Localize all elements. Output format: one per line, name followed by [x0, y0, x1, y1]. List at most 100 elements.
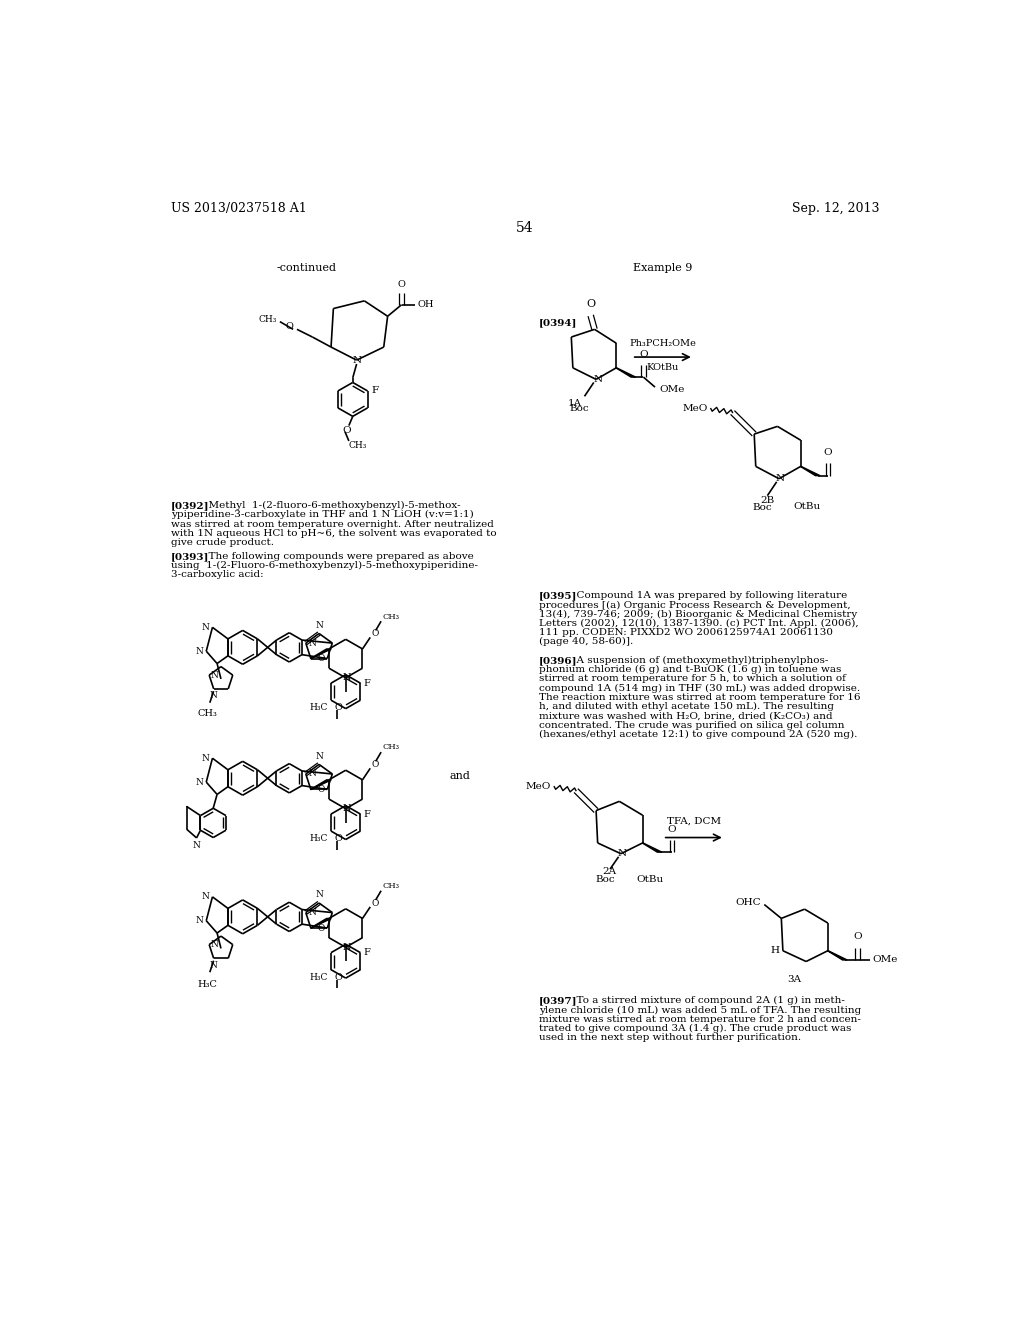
Text: Sep. 12, 2013: Sep. 12, 2013	[793, 202, 880, 215]
Text: procedures [(a) Organic Process Research & Development,: procedures [(a) Organic Process Research…	[539, 601, 850, 610]
Text: compound 1A (514 mg) in THF (30 mL) was added dropwise.: compound 1A (514 mg) in THF (30 mL) was …	[539, 684, 860, 693]
Text: CH₃: CH₃	[258, 315, 276, 323]
Text: ypiperidine-3-carboxylate in THF and 1 N LiOH (v:v=1:1): ypiperidine-3-carboxylate in THF and 1 N…	[171, 511, 473, 519]
Text: CH₃: CH₃	[383, 743, 399, 751]
Text: ylene chloride (10 mL) was added 5 mL of TFA. The resulting: ylene chloride (10 mL) was added 5 mL of…	[539, 1006, 861, 1015]
Text: O: O	[823, 449, 833, 457]
Text: N: N	[343, 804, 351, 813]
Text: Boc: Boc	[753, 503, 772, 512]
Text: N: N	[315, 751, 323, 760]
Text: N: N	[211, 671, 218, 680]
Text: O: O	[317, 655, 325, 663]
Text: N: N	[202, 754, 209, 763]
Text: give crude product.: give crude product.	[171, 539, 273, 546]
Text: [0395]: [0395]	[539, 591, 578, 601]
Text: N: N	[193, 841, 201, 850]
Text: O: O	[397, 280, 406, 289]
Polygon shape	[310, 780, 331, 789]
Text: N: N	[352, 355, 361, 364]
Text: KOtBu: KOtBu	[646, 363, 679, 372]
Text: [0396]: [0396]	[539, 656, 578, 665]
Text: N: N	[308, 639, 316, 648]
Text: OH: OH	[417, 300, 433, 309]
Text: phonium chloride (6 g) and t-BuOK (1.6 g) in toluene was: phonium chloride (6 g) and t-BuOK (1.6 g…	[539, 665, 841, 675]
Text: Boc: Boc	[569, 404, 589, 413]
Text: MeO: MeO	[525, 783, 551, 791]
Polygon shape	[642, 843, 662, 853]
Text: N: N	[202, 892, 209, 902]
Text: -continued: -continued	[276, 263, 336, 273]
Text: concentrated. The crude was purified on silica gel column: concentrated. The crude was purified on …	[539, 721, 844, 730]
Text: N: N	[308, 770, 316, 779]
Polygon shape	[615, 368, 636, 378]
Text: F: F	[372, 387, 379, 396]
Text: OHC: OHC	[735, 899, 761, 907]
Text: O: O	[342, 426, 351, 434]
Text: N: N	[211, 940, 218, 949]
Polygon shape	[827, 950, 847, 960]
Polygon shape	[801, 466, 820, 475]
Text: [0392]: [0392]	[171, 502, 209, 510]
Text: 3A: 3A	[787, 974, 802, 983]
Text: used in the next step without further purification.: used in the next step without further pu…	[539, 1034, 801, 1041]
Text: 2B: 2B	[760, 496, 774, 504]
Text: H₃C: H₃C	[309, 973, 328, 982]
Text: with 1N aqueous HCl to pH~6, the solvent was evaporated to: with 1N aqueous HCl to pH~6, the solvent…	[171, 529, 497, 537]
Text: US 2013/0237518 A1: US 2013/0237518 A1	[171, 202, 306, 215]
Text: A suspension of (methoxymethyl)triphenylphos-: A suspension of (methoxymethyl)triphenyl…	[569, 656, 828, 665]
Text: Letters (2002), 12(10), 1387-1390. (c) PCT Int. Appl. (2006),: Letters (2002), 12(10), 1387-1390. (c) P…	[539, 619, 858, 628]
Text: mixture was washed with H₂O, brine, dried (K₂CO₃) and: mixture was washed with H₂O, brine, drie…	[539, 711, 833, 721]
Text: N: N	[315, 890, 323, 899]
Text: O: O	[668, 825, 677, 834]
Text: [0393]: [0393]	[171, 552, 209, 561]
Text: using  1-(2-Fluoro-6-methoxybenzyl)-5-methoxypiperidine-: using 1-(2-Fluoro-6-methoxybenzyl)-5-met…	[171, 561, 477, 570]
Text: was stirred at room temperature overnight. After neutralized: was stirred at room temperature overnigh…	[171, 520, 494, 528]
Text: OtBu: OtBu	[636, 875, 664, 884]
Text: H₃C: H₃C	[309, 834, 328, 843]
Text: F: F	[364, 809, 371, 818]
Text: N: N	[308, 908, 316, 917]
Text: [0397]: [0397]	[539, 997, 578, 1005]
Text: 3-carboxylic acid:: 3-carboxylic acid:	[171, 570, 263, 579]
Text: (hexanes/ethyl acetate 12:1) to give compound 2A (520 mg).: (hexanes/ethyl acetate 12:1) to give com…	[539, 730, 857, 739]
Text: [0394]: [0394]	[539, 318, 578, 327]
Text: Ph₃PCH₂OMe: Ph₃PCH₂OMe	[630, 339, 696, 348]
Text: N: N	[196, 647, 203, 656]
Text: N: N	[343, 673, 351, 682]
Text: To a stirred mixture of compound 2A (1 g) in meth-: To a stirred mixture of compound 2A (1 g…	[569, 997, 845, 1006]
Text: H₃C: H₃C	[309, 704, 328, 713]
Text: Boc: Boc	[596, 875, 615, 884]
Text: (page 40, 58-60)].: (page 40, 58-60)].	[539, 638, 633, 647]
Text: H₃C: H₃C	[198, 979, 217, 989]
Text: CH₃: CH₃	[198, 709, 217, 718]
Text: N: N	[202, 623, 209, 632]
Text: N: N	[776, 474, 785, 483]
Text: OtBu: OtBu	[793, 502, 820, 511]
Polygon shape	[310, 919, 331, 928]
Text: Methyl  1-(2-fluoro-6-methoxybenzyl)-5-methox-: Methyl 1-(2-fluoro-6-methoxybenzyl)-5-me…	[202, 502, 460, 510]
Text: 111 pp. CODEN: PIXXD2 WO 2006125974A1 20061130: 111 pp. CODEN: PIXXD2 WO 2006125974A1 20…	[539, 628, 833, 638]
Text: O: O	[586, 300, 595, 309]
Text: O: O	[372, 899, 379, 908]
Text: CH₃: CH₃	[383, 882, 399, 890]
Text: h, and diluted with ethyl acetate 150 mL). The resulting: h, and diluted with ethyl acetate 150 mL…	[539, 702, 834, 711]
Text: CH₃: CH₃	[349, 441, 368, 450]
Text: O: O	[334, 973, 342, 982]
Text: OMe: OMe	[658, 385, 684, 393]
Text: 1A: 1A	[568, 399, 583, 408]
Text: The following compounds were prepared as above: The following compounds were prepared as…	[202, 552, 473, 561]
Text: mixture was stirred at room temperature for 2 h and concen-: mixture was stirred at room temperature …	[539, 1015, 860, 1023]
Text: TFA, DCM: TFA, DCM	[667, 817, 721, 826]
Text: O: O	[334, 704, 342, 713]
Text: CH₃: CH₃	[383, 612, 399, 620]
Text: O: O	[317, 924, 325, 932]
Text: 13(4), 739-746; 2009; (b) Bioorganic & Medicinal Chemistry: 13(4), 739-746; 2009; (b) Bioorganic & M…	[539, 610, 857, 619]
Text: O: O	[853, 932, 861, 941]
Text: O: O	[639, 350, 648, 359]
Text: stirred at room temperature for 5 h, to which a solution of: stirred at room temperature for 5 h, to …	[539, 675, 846, 684]
Text: F: F	[364, 678, 371, 688]
Polygon shape	[310, 649, 331, 659]
Text: N: N	[210, 961, 218, 970]
Text: N: N	[315, 620, 323, 630]
Text: Compound 1A was prepared by following literature: Compound 1A was prepared by following li…	[569, 591, 847, 601]
